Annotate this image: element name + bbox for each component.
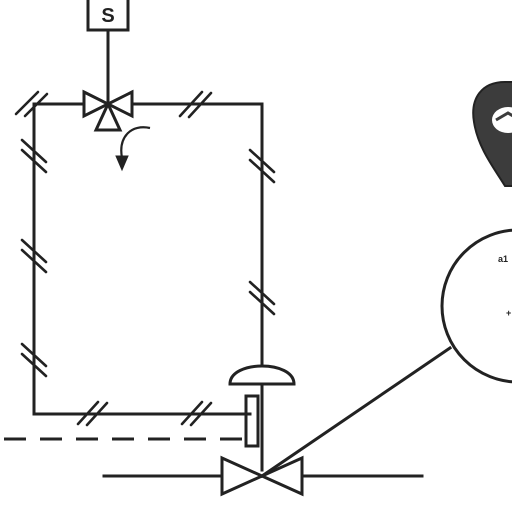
hatch-mark (180, 400, 213, 427)
three-way-valve (82, 89, 134, 132)
solenoid-label: S (101, 5, 114, 27)
control-valve-body (220, 455, 304, 497)
hatch-mark (20, 238, 48, 274)
hatch-mark (248, 148, 276, 184)
gauge-text-secondary: + (506, 308, 511, 318)
solenoid-actuator: S (86, 0, 130, 106)
location-pin-icon (472, 81, 512, 187)
hatch-mark (20, 342, 48, 378)
diaphragm-actuator (228, 364, 296, 398)
flow-direction-arrow (115, 126, 151, 172)
gauge-circle: a1 + (440, 228, 512, 384)
hatch-mark (14, 90, 49, 118)
hatch-mark (76, 400, 109, 427)
pneumatic-signal-marks (14, 90, 276, 427)
gauge-connector-line (259, 345, 453, 479)
valve-positioner (244, 394, 264, 472)
hatch-mark (178, 90, 213, 119)
gauge-text-primary: a1 (498, 254, 508, 264)
hatch-mark (248, 280, 276, 316)
signal-loop (32, 102, 264, 416)
hatch-mark (20, 138, 48, 174)
